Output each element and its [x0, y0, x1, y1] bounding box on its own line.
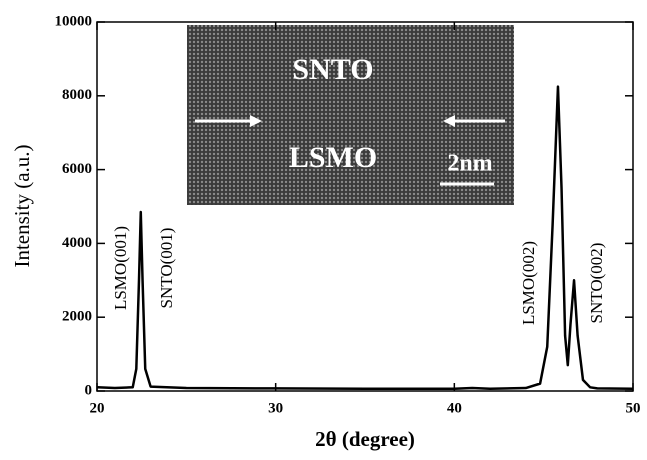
x-tick-label: 30	[268, 400, 283, 416]
y-tick-label: 2000	[62, 309, 92, 325]
chart: SNTO LSMO 2nm 2θ (degree) Intensity (a.u…	[0, 0, 647, 455]
peak-label: LSMO(001)	[111, 226, 130, 310]
peak-label: SNTO(002)	[587, 243, 606, 324]
inset-image: SNTO LSMO 2nm	[187, 25, 514, 205]
y-tick-label: 10000	[55, 13, 93, 29]
x-axis-label: 2θ (degree)	[315, 427, 415, 451]
peak-label: SNTO(001)	[157, 228, 176, 309]
x-tick-label: 50	[626, 400, 641, 416]
inset-label: SNTO	[292, 53, 373, 86]
y-tick-label: 0	[85, 382, 93, 398]
y-axis-label: Intensity (a.u.)	[10, 144, 34, 267]
peak-label: LSMO(002)	[519, 241, 538, 325]
y-tick-label: 6000	[62, 161, 92, 177]
inset-label: 2nm	[447, 151, 492, 177]
x-tick-label: 20	[90, 400, 105, 416]
x-tick-label: 40	[447, 400, 462, 416]
y-tick-label: 8000	[62, 87, 92, 103]
inset-label: LSMO	[289, 141, 377, 174]
y-tick-label: 4000	[62, 235, 92, 251]
